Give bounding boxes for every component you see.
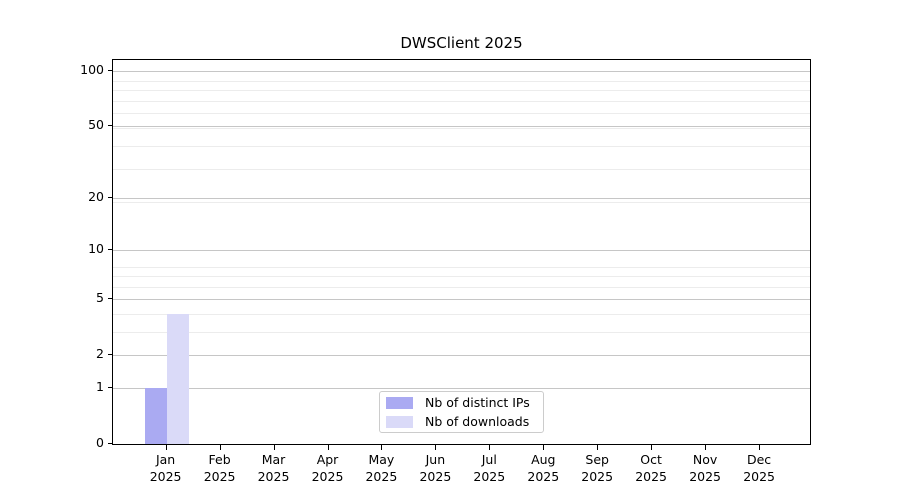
y-tick-label: 2: [96, 346, 104, 362]
y-tick-mark: [108, 387, 112, 388]
legend: Nb of distinct IPs Nb of downloads: [379, 391, 544, 433]
minor-gridline: [113, 146, 810, 147]
minor-gridline: [113, 80, 810, 82]
y-tick-label: 50: [88, 117, 104, 133]
x-tick-mark: [651, 445, 653, 450]
minor-gridline: [113, 100, 810, 102]
x-tick-month: Feb: [208, 452, 231, 467]
x-tick-year: 2025: [473, 469, 506, 484]
y-tick-mark: [108, 354, 112, 356]
x-tick-month: Mar: [261, 452, 286, 467]
x-tick-mark: [165, 445, 167, 450]
x-tick-label: Aug 2025: [515, 451, 571, 485]
x-tick-month: Apr: [316, 452, 339, 467]
major-gridline: [113, 388, 810, 389]
major-gridline: [113, 198, 810, 200]
x-tick-year: 2025: [743, 469, 775, 484]
minor-gridline: [113, 90, 810, 91]
legend-item-distinct-ips: Nb of distinct IPs: [386, 394, 543, 411]
x-tick-label: Mar 2025: [246, 451, 302, 485]
y-tick-mark: [108, 443, 112, 444]
x-tick-mark: [435, 445, 437, 450]
x-tick-year: 2025: [365, 469, 398, 484]
x-tick-year: 2025: [635, 469, 667, 484]
x-tick-year: 2025: [203, 469, 236, 484]
x-tick-month: May: [368, 452, 395, 467]
y-tick-label: 100: [80, 62, 104, 78]
minor-gridline: [113, 276, 810, 277]
major-gridline: [113, 355, 810, 357]
x-tick-year: 2025: [311, 469, 344, 484]
x-tick-month: Jun: [425, 452, 446, 467]
x-tick-label: Dec 2025: [731, 451, 787, 485]
y-tick-label: 5: [96, 290, 104, 306]
x-tick-year: 2025: [527, 469, 560, 484]
y-tick-label: 1: [96, 379, 104, 394]
y-tick-mark: [108, 298, 112, 300]
x-tick-mark: [219, 445, 221, 450]
x-tick-label: Nov 2025: [677, 451, 733, 485]
x-tick-mark: [381, 445, 383, 450]
minor-gridline: [113, 113, 810, 115]
x-tick-month: Sep: [585, 452, 609, 467]
x-tick-label: Oct 2025: [623, 451, 679, 485]
x-tick-mark: [597, 445, 599, 450]
x-tick-mark: [705, 445, 707, 450]
x-tick-label: Feb 2025: [192, 451, 248, 485]
x-tick-label: Jan 2025: [138, 451, 194, 485]
x-tick-label: Apr 2025: [300, 451, 356, 485]
x-tick-year: 2025: [257, 469, 290, 484]
major-gridline: [113, 126, 810, 128]
x-tick-year: 2025: [689, 469, 721, 484]
y-tick-mark: [108, 125, 112, 127]
x-tick-month: Nov: [692, 452, 718, 467]
y-tick-label: 20: [88, 189, 104, 205]
x-tick-mark: [327, 445, 329, 450]
minor-gridline: [113, 314, 810, 315]
minor-gridline: [113, 332, 810, 333]
bar-nb-of-distinct-ips: [144, 388, 167, 444]
y-tick-label: 0: [96, 435, 104, 450]
legend-swatch-downloads-icon: [386, 415, 413, 428]
x-tick-mark: [543, 445, 545, 450]
bar-nb-of-downloads: [166, 314, 189, 444]
x-tick-label: May 2025: [353, 451, 409, 485]
x-tick-month: Dec: [746, 452, 772, 467]
minor-gridline: [113, 202, 810, 203]
y-tick-mark: [108, 249, 112, 251]
x-tick-month: Oct: [640, 452, 662, 467]
x-tick-mark: [273, 445, 275, 450]
x-tick-year: 2025: [581, 469, 614, 484]
legend-label-distinct-ips: Nb of distinct IPs: [425, 395, 530, 410]
x-tick-month: Jul: [481, 452, 497, 467]
minor-gridline: [113, 128, 810, 129]
major-gridline: [113, 299, 810, 301]
x-tick-label: Jul 2025: [461, 451, 517, 485]
minor-gridline: [113, 266, 810, 268]
minor-gridline: [113, 286, 810, 288]
x-tick-label: Sep 2025: [569, 451, 625, 485]
major-gridline: [113, 71, 810, 73]
y-tick-mark: [108, 70, 112, 72]
x-tick-month: Aug: [531, 452, 556, 467]
y-tick-label: 10: [88, 241, 104, 257]
legend-label-downloads: Nb of downloads: [425, 414, 530, 429]
chart-title: DWSClient 2025: [400, 34, 523, 52]
x-tick-label: Jun 2025: [407, 451, 463, 485]
x-tick-year: 2025: [149, 469, 182, 484]
x-tick-mark: [759, 445, 761, 450]
x-tick-year: 2025: [419, 469, 452, 484]
x-tick-mark: [489, 445, 491, 450]
y-tick-mark: [108, 197, 112, 199]
minor-gridline: [113, 169, 810, 171]
legend-swatch-distinct-ips-icon: [386, 396, 413, 409]
plot-area: [112, 59, 811, 445]
x-tick-month: Jan: [155, 452, 176, 467]
major-gridline: [113, 250, 810, 252]
legend-item-downloads: Nb of downloads: [386, 413, 543, 430]
